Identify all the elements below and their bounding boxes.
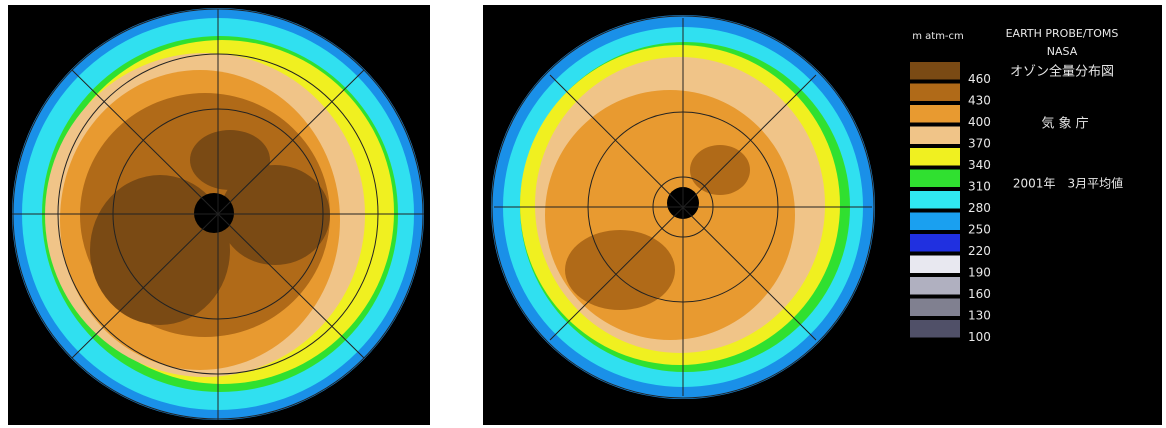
legend-label: 280 [968, 201, 991, 215]
legend-swatch [910, 169, 960, 187]
legend-label: 190 [968, 266, 991, 280]
legend-label: 220 [968, 244, 991, 258]
legend-label: 310 [968, 180, 991, 194]
legend-swatch [910, 62, 960, 80]
legend-swatch [910, 83, 960, 101]
legend-label: 370 [968, 137, 991, 151]
legend-swatch [910, 105, 960, 123]
legend-swatch [910, 148, 960, 166]
legend-label: 400 [968, 115, 991, 129]
legend-swatch [910, 277, 960, 295]
legend-swatch [910, 234, 960, 252]
legend-swatch [910, 126, 960, 144]
agency: NASA [1047, 45, 1078, 58]
legend-label: 340 [968, 158, 991, 172]
legend-swatch [910, 255, 960, 273]
legend-label: 130 [968, 309, 991, 323]
map-title: オゾン全量分布図 [1010, 64, 1114, 80]
period: 2001年 3月平均値 [1013, 176, 1123, 191]
right-globe [491, 15, 875, 399]
legend-unit: m atm-cm [912, 31, 964, 42]
source: EARTH PROBE/TOMS [1006, 27, 1119, 40]
legend: 460 430 400 370 340 310 280 250 220 190 160 130 100 [910, 62, 991, 344]
legend-swatch [910, 212, 960, 230]
legend-label: 430 [968, 94, 991, 108]
legend-label: 460 [968, 72, 991, 86]
legend-swatch [910, 320, 960, 338]
legend-swatch [910, 298, 960, 316]
legend-label: 250 [968, 223, 991, 237]
legend-swatch [910, 191, 960, 209]
left-globe [12, 8, 424, 420]
legend-label: 100 [968, 330, 991, 344]
office: 気 象 庁 [1041, 116, 1088, 132]
legend-label: 160 [968, 287, 991, 301]
